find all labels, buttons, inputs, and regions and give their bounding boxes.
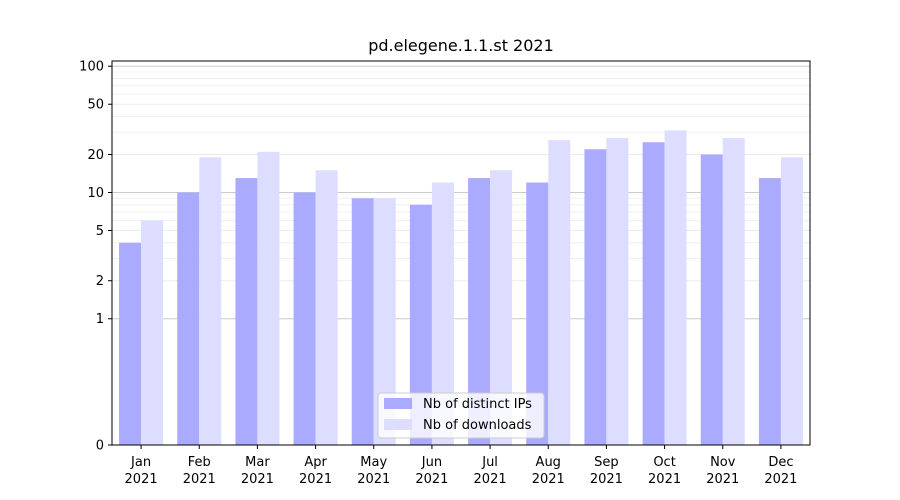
x-tick-label-year: 2021 (415, 472, 448, 487)
x-tick-label-month: Jun (421, 455, 442, 470)
x-tick-label-year: 2021 (474, 472, 507, 487)
x-tick-label-month: Nov (710, 455, 736, 470)
y-tick-label: 5 (96, 224, 104, 239)
bar-downloads (490, 170, 513, 445)
plot-area-frame (111, 60, 811, 446)
bar-ips (293, 192, 316, 445)
bar-downloads (257, 151, 280, 445)
bar-downloads (431, 182, 454, 445)
bar-downloads (373, 198, 396, 445)
y-tick-label: 10 (87, 186, 104, 201)
x-tick-label-year: 2021 (299, 472, 332, 487)
bar-ips (758, 178, 781, 446)
x-tick-label-month: Mar (245, 455, 270, 470)
bar-ips (119, 242, 142, 445)
x-tick-label-year: 2021 (706, 472, 739, 487)
y-tick-label: 0 (96, 439, 104, 454)
bar-downloads (315, 170, 338, 445)
x-tick-label-month: Apr (304, 455, 327, 470)
y-tick-label: 2 (96, 274, 104, 289)
x-tick-label-year: 2021 (357, 472, 390, 487)
legend-swatch-downloads (384, 419, 412, 430)
y-tick-label: 20 (87, 148, 104, 163)
bar-downloads (664, 130, 687, 445)
bar-ips (584, 149, 607, 445)
x-tick-label-year: 2021 (125, 472, 158, 487)
x-tick-label-year: 2021 (241, 472, 274, 487)
x-tick-label-month: May (360, 455, 387, 470)
x-tick-label-month: Dec (768, 455, 793, 470)
y-tick-label: 50 (87, 98, 104, 113)
x-tick-label-year: 2021 (764, 472, 797, 487)
x-tick-label-year: 2021 (532, 472, 565, 487)
bar-ips (351, 198, 374, 445)
bar-ips (235, 178, 258, 446)
x-tick-label-year: 2021 (183, 472, 216, 487)
grid-lines (112, 65, 810, 446)
bar-ips (526, 182, 549, 445)
y-axis: 0 1 2 5 10 20 50 100 (79, 60, 112, 454)
x-tick-label-month: Jul (481, 455, 498, 470)
bar-downloads (199, 157, 222, 445)
legend-label-downloads: Nb of downloads (423, 418, 532, 433)
legend-box (377, 392, 545, 439)
y-tick-label: 100 (79, 60, 104, 75)
bar-ips (177, 192, 200, 445)
bar-ips (409, 204, 432, 445)
x-axis: Jan 2021 Feb 2021 Mar 2021 Apr 2021 May 2021 Jun 20… (125, 445, 797, 487)
bar-ips (468, 178, 491, 446)
y-tick-label: 1 (96, 312, 104, 327)
x-tick-label-year: 2021 (590, 472, 623, 487)
x-tick-label-month: Aug (536, 455, 561, 470)
x-tick-label-month: Oct (653, 455, 675, 470)
bars (119, 130, 803, 446)
bar-downloads (606, 138, 629, 445)
legend-swatch-ips (384, 398, 412, 409)
bar-downloads (722, 138, 745, 445)
chart-title: pd.elegene.1.1.st 2021 (368, 36, 554, 55)
x-tick-label-month: Feb (188, 455, 211, 470)
x-tick-label-month: Sep (594, 455, 619, 470)
legend-label-ips: Nb of distinct IPs (423, 397, 532, 412)
bar-ips (700, 154, 723, 445)
bar-downloads (548, 140, 571, 445)
bar-ips (642, 142, 665, 445)
bar-downloads (780, 157, 803, 445)
legend: Nb of distinct IPs Nb of downloads (377, 392, 545, 439)
bar-downloads (141, 220, 164, 445)
x-tick-label-month: Jan (130, 455, 151, 470)
x-tick-label-year: 2021 (648, 472, 681, 487)
